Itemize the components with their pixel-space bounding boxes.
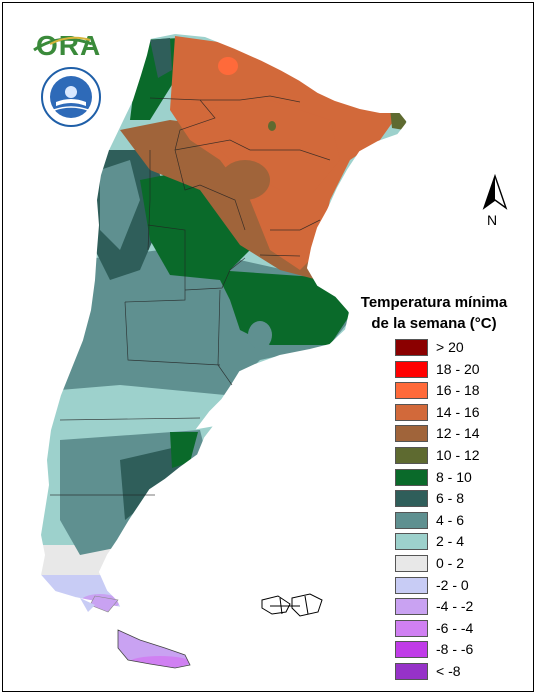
north-arrow-icon — [482, 174, 508, 210]
legend-swatch — [395, 598, 428, 616]
legend-swatch — [395, 662, 428, 680]
legend-swatch — [395, 360, 428, 378]
legend-swatch — [395, 468, 428, 486]
legend-title-line1: Temperatura mínima — [360, 294, 508, 311]
legend-label: 10 - 12 — [436, 446, 480, 463]
legend-title-line2: de la semana (°C) — [371, 315, 497, 332]
legend-swatch — [395, 641, 428, 659]
legend-label: 18 - 20 — [436, 360, 480, 377]
legend-title: Temperatura mínima de la semana (°C) — [338, 292, 530, 334]
legend-label: 8 - 10 — [436, 468, 472, 485]
legend-label: -8 - -6 — [436, 641, 474, 658]
ora-logo: ORA — [36, 30, 102, 61]
legend-label: 6 - 8 — [436, 490, 465, 507]
legend-label: 0 - 2 — [436, 554, 465, 571]
smn-emblem-icon — [41, 67, 101, 127]
legend-swatch — [395, 382, 428, 400]
legend-label: 14 - 16 — [436, 403, 480, 420]
legend-label: > 20 — [436, 339, 464, 355]
legend-swatch — [395, 533, 428, 551]
legend-swatch — [395, 619, 428, 637]
legend-swatch — [395, 490, 428, 508]
legend-swatch — [395, 425, 428, 443]
legend-label: 4 - 6 — [436, 511, 465, 528]
legend-swatch — [395, 403, 428, 421]
legend-label: 2 - 4 — [436, 533, 465, 550]
legend-swatch — [395, 554, 428, 572]
legend-label: 12 - 14 — [436, 425, 480, 442]
legend-label: -2 - 0 — [436, 576, 469, 593]
legend-swatch — [395, 511, 428, 529]
legend-label: 16 - 18 — [436, 382, 480, 399]
legend-swatch — [395, 339, 428, 356]
legend-label: -4 - -2 — [436, 598, 474, 615]
legend-label: -6 - -4 — [436, 619, 474, 636]
logo-swoosh-icon — [33, 36, 93, 52]
islands — [261, 593, 323, 617]
north-label: N — [487, 212, 498, 228]
legend-swatch — [395, 576, 428, 594]
legend-swatch — [395, 446, 428, 464]
legend-label: < -8 — [436, 662, 461, 679]
